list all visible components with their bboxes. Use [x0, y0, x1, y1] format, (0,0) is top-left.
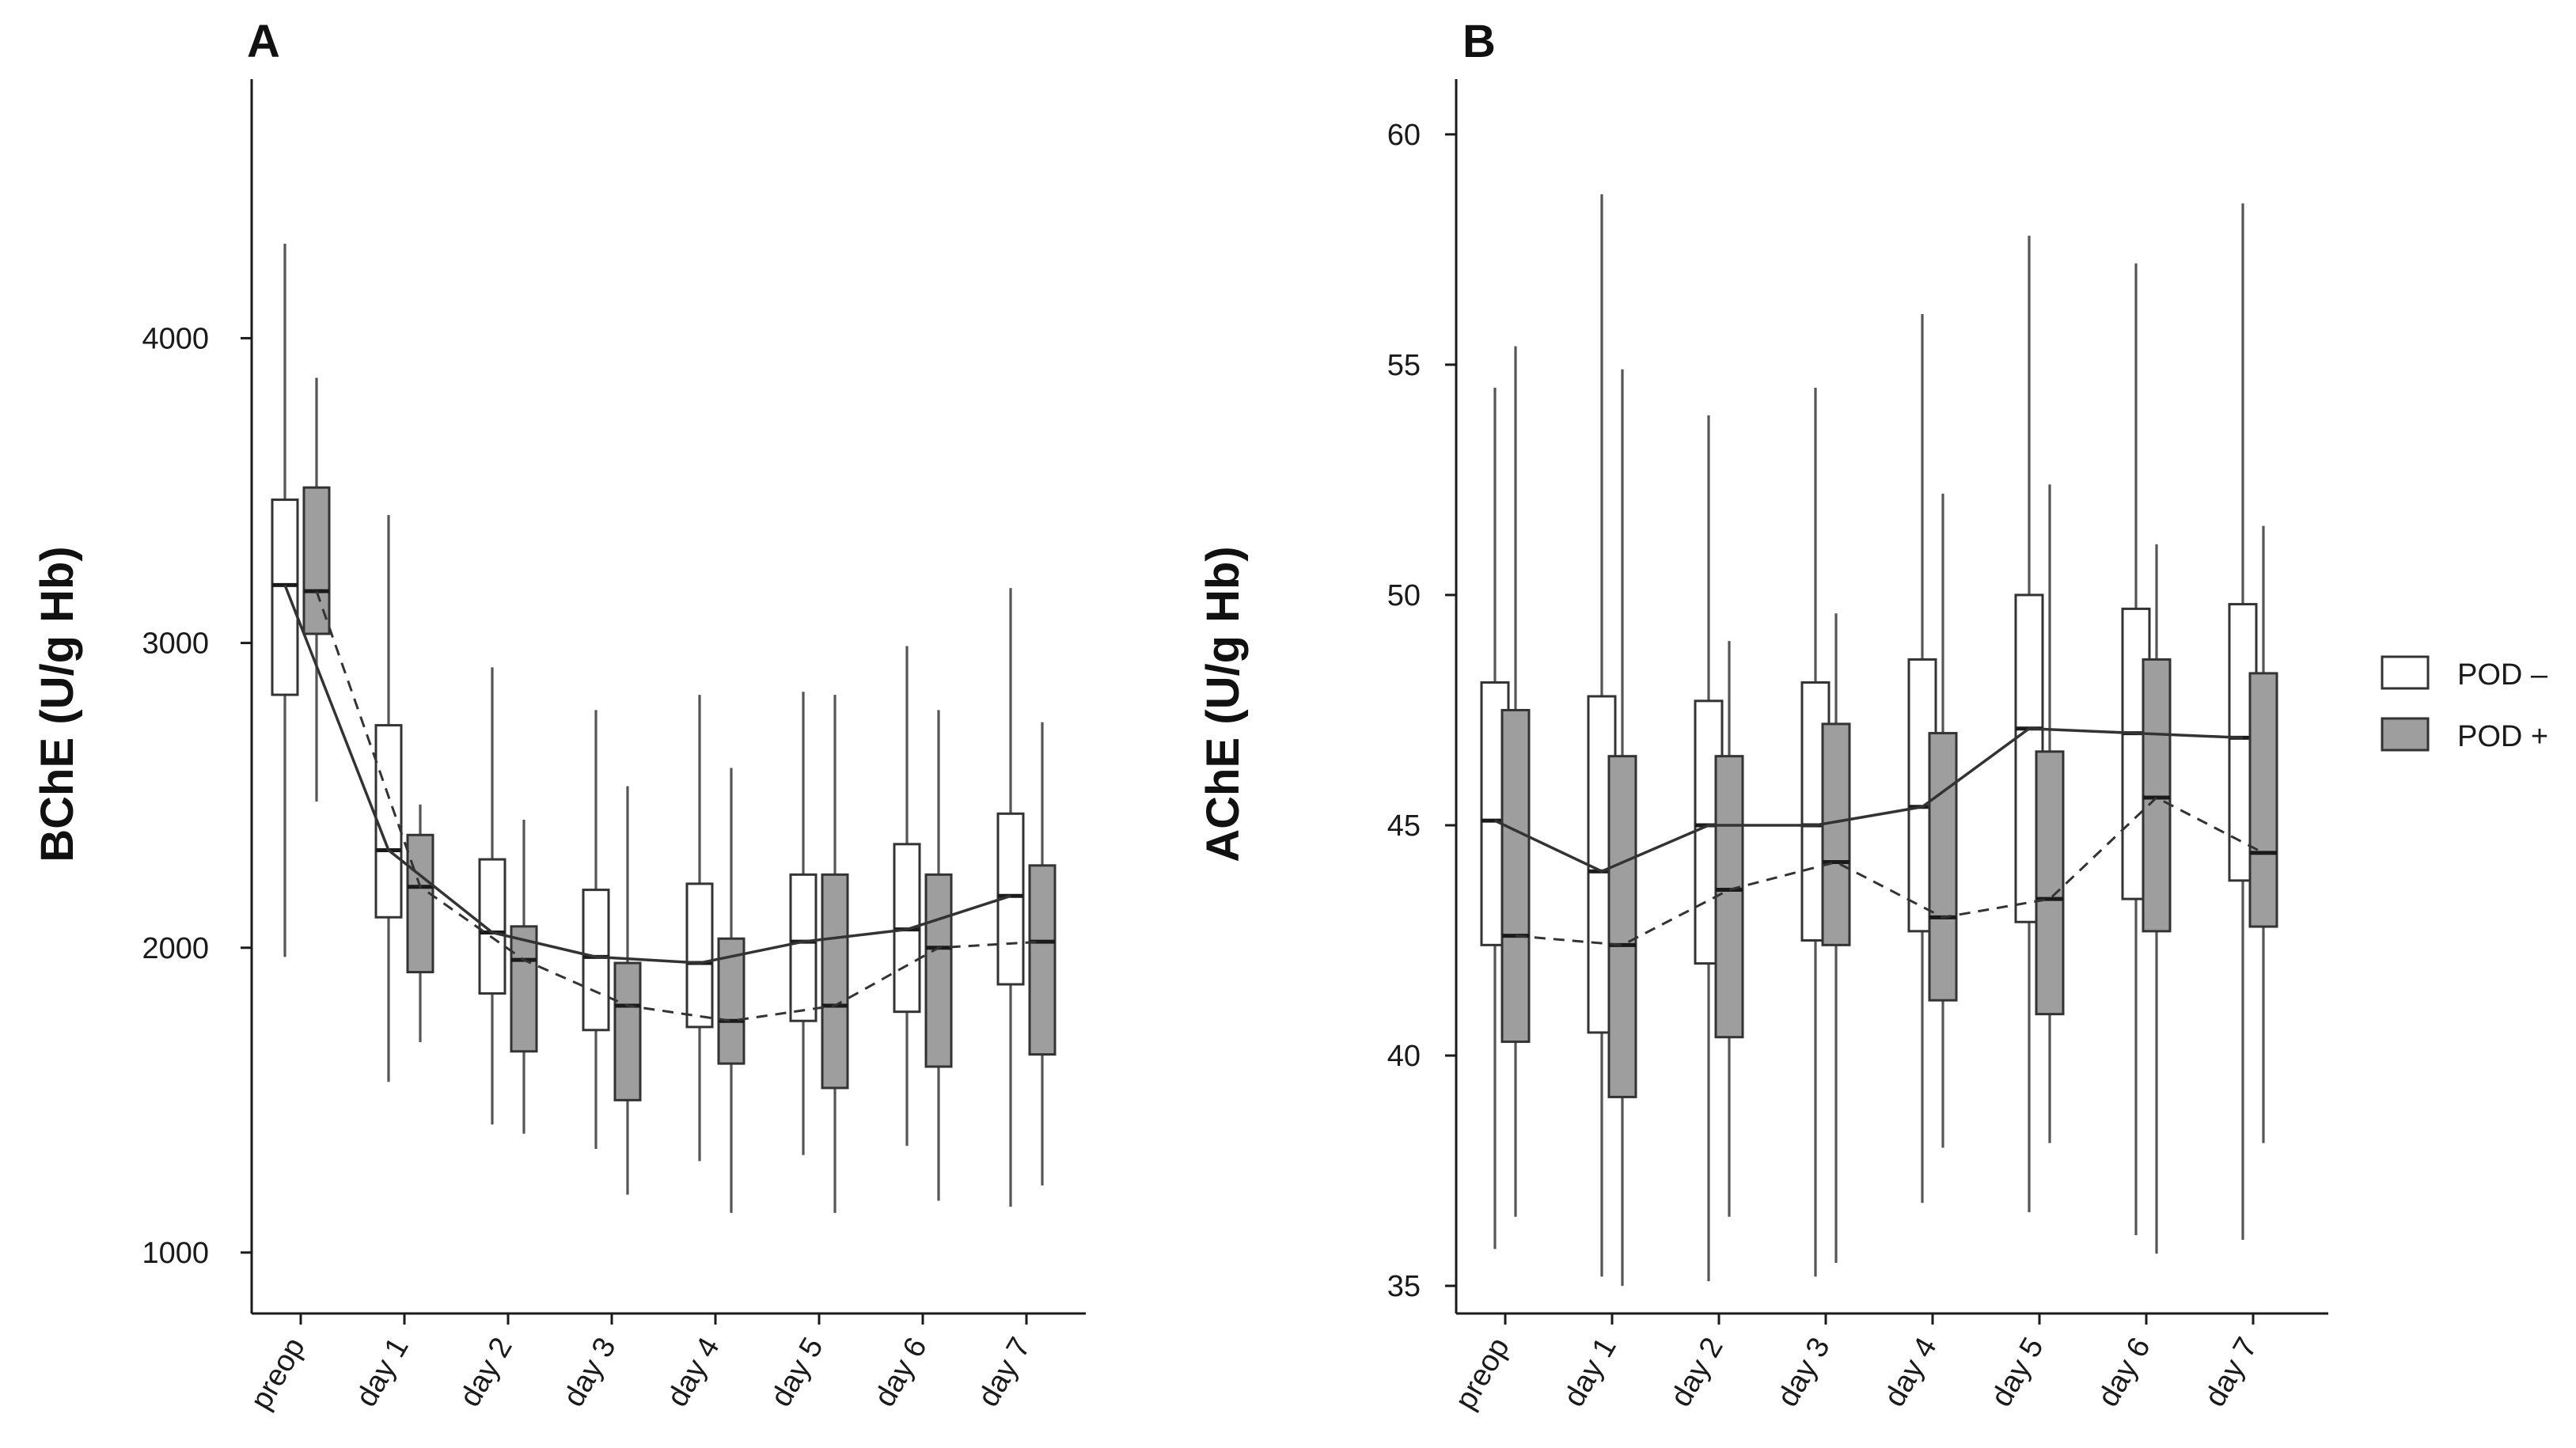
legend-label-pod-negative: POD –	[2457, 658, 2548, 692]
x-tick-label: preop	[245, 1332, 312, 1416]
median-trend-pod-negative	[1494, 726, 2244, 874]
x-tick-label: day 2	[453, 1332, 519, 1413]
x-tick-label: day 5	[764, 1332, 830, 1413]
box	[821, 873, 849, 1090]
box	[1821, 722, 1851, 946]
y-tick-label: 60	[1387, 119, 1421, 152]
series-pod-negative	[271, 244, 1025, 1207]
y-tick-label: 1000	[142, 1237, 209, 1270]
box	[685, 882, 714, 1029]
box	[2142, 658, 2172, 933]
x-tick-label: day 7	[972, 1332, 1038, 1413]
median-trend-pod-positive	[315, 590, 1043, 1022]
x-tick-label: day 6	[2092, 1332, 2157, 1413]
box	[1500, 708, 1531, 1044]
box	[302, 486, 331, 635]
y-tick-label: 2000	[142, 932, 209, 965]
x-tick-label: day 5	[1985, 1332, 2051, 1413]
box	[406, 833, 434, 974]
legend-key-pod-negative	[2381, 655, 2430, 690]
series-pod-negative	[1480, 194, 2258, 1282]
panel-label-b: B	[1463, 16, 1496, 67]
panel-label-a: A	[247, 16, 280, 67]
y-tick-label: 4000	[142, 322, 209, 355]
y-tick-label: 55	[1387, 349, 1421, 382]
box	[1714, 755, 1744, 1039]
x-tick-label: day 7	[2199, 1332, 2264, 1413]
box	[924, 873, 953, 1068]
series-pod-positive	[302, 377, 1057, 1213]
panel-a: A 1000 2000 3000 4000 BChE (U/g Hb) preop day 1…	[32, 16, 1086, 1416]
y-tick-label: 35	[1387, 1270, 1421, 1303]
box	[510, 925, 538, 1053]
x-tick-label: day 3	[1771, 1332, 1837, 1413]
box	[789, 873, 818, 1022]
x-tick-label: day 2	[1664, 1332, 1730, 1413]
x-tick-label: day 1	[350, 1332, 415, 1413]
y-axis-label: AChE (U/g Hb)	[1197, 546, 1249, 862]
box	[2248, 672, 2278, 928]
x-tick-label: day 6	[868, 1332, 934, 1413]
box	[2035, 750, 2065, 1016]
legend-label-pod-positive: POD +	[2457, 720, 2548, 753]
y-axis-label: BChE (U/g Hb)	[32, 546, 83, 862]
legend: POD – POD +	[2381, 655, 2548, 753]
y-tick-label: 45	[1387, 809, 1421, 843]
box	[1928, 732, 1958, 1002]
y-tick-label: 50	[1387, 579, 1421, 612]
legend-key-pod-positive	[2381, 717, 2430, 752]
series-pod-positive	[1500, 346, 2278, 1287]
x-tick-label: day 4	[1878, 1332, 1944, 1413]
x-tick-label: day 1	[1557, 1332, 1623, 1413]
panel-b: B 35 40 45 50 55 60 AChE (U/g Hb) preop day 1 day …	[1197, 16, 2328, 1416]
box	[1607, 755, 1637, 1098]
x-tick-label: day 4	[661, 1332, 727, 1413]
box	[374, 724, 403, 919]
median-trend-pod-positive	[1515, 796, 2264, 946]
box	[271, 498, 299, 696]
y-tick-label: 3000	[142, 627, 209, 661]
y-tick-label: 40	[1387, 1040, 1421, 1073]
box	[613, 961, 642, 1101]
box	[1028, 864, 1057, 1056]
x-tick-label: day 3	[557, 1332, 623, 1413]
x-tick-label: preop	[1449, 1332, 1516, 1416]
box	[582, 889, 610, 1032]
median-trend-pod-negative	[283, 584, 1011, 965]
